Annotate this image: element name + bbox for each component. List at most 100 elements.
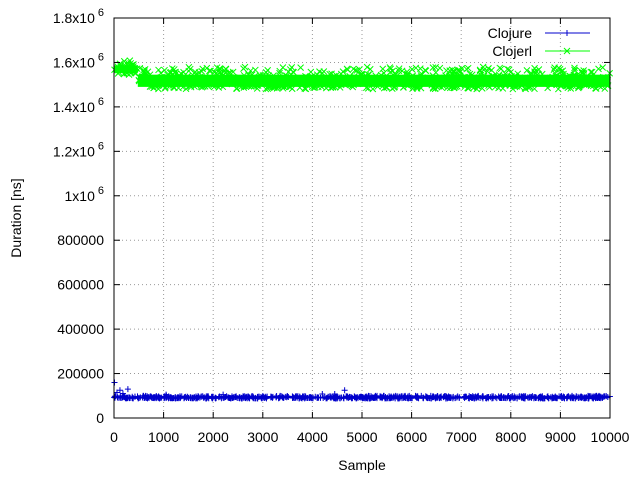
data-point (585, 392, 592, 399)
data-point (488, 72, 496, 80)
data-point (599, 73, 607, 81)
data-point (544, 84, 552, 92)
data-point (523, 75, 531, 83)
y-tick-label-base: 1x10 (65, 188, 96, 204)
x-tick-label: 7000 (446, 429, 477, 445)
data-point-outlier (116, 387, 123, 394)
legend-marker (563, 47, 571, 55)
data-point (511, 74, 519, 82)
data-point (142, 73, 150, 81)
data-point (514, 76, 522, 84)
data-point (399, 395, 406, 402)
data-point (273, 394, 280, 401)
grid-lines (114, 18, 610, 418)
data-point (466, 393, 473, 400)
data-point (395, 80, 403, 88)
y-tick-label-exponent: 6 (98, 51, 104, 63)
data-point (495, 393, 502, 400)
data-point (506, 395, 513, 402)
data-point (111, 394, 118, 401)
data-point (597, 83, 605, 91)
data-point (509, 82, 517, 90)
data-point (493, 79, 501, 87)
data-point (239, 75, 247, 83)
data-point (462, 74, 470, 82)
data-point (552, 394, 559, 401)
data-point (480, 66, 488, 74)
data-point (203, 395, 210, 402)
data-point (316, 76, 324, 84)
data-point (172, 68, 179, 76)
data-point (432, 75, 440, 82)
data-point (265, 72, 273, 79)
data-point (120, 61, 128, 69)
data-point (302, 85, 310, 93)
data-point (504, 65, 511, 73)
data-point-outlier (124, 386, 131, 393)
data-point (560, 70, 567, 78)
data-point (520, 394, 527, 401)
data-point (379, 75, 387, 83)
legend-marker (564, 30, 570, 36)
data-point (310, 84, 317, 92)
data-point (131, 69, 139, 77)
data-point (387, 73, 394, 81)
data-point (501, 394, 508, 401)
plot-data (111, 57, 614, 402)
data-point (344, 79, 351, 87)
x-tick-label: 9000 (545, 429, 576, 445)
data-point (432, 394, 439, 401)
data-point (553, 395, 560, 402)
data-point (470, 73, 478, 81)
data-point (538, 70, 546, 78)
data-point (198, 393, 205, 400)
data-point (248, 83, 255, 90)
data-point (477, 71, 485, 79)
data-point (178, 76, 185, 83)
data-point (564, 393, 571, 400)
data-point (241, 63, 249, 71)
data-point (310, 76, 317, 84)
data-point (580, 67, 587, 74)
data-point (179, 83, 187, 91)
data-point (216, 80, 224, 88)
data-point (250, 82, 258, 90)
data-point (450, 68, 458, 75)
data-point (387, 75, 395, 83)
data-point (297, 64, 304, 71)
data-point (262, 85, 270, 93)
data-point (595, 65, 602, 73)
series-clojure (111, 379, 613, 402)
data-point (161, 66, 168, 74)
data-point (474, 82, 481, 90)
y-tick-label-exponent: 6 (98, 185, 104, 197)
data-point (531, 68, 538, 76)
data-point (498, 81, 505, 88)
data-point (300, 394, 307, 401)
data-point (509, 394, 516, 401)
data-point (157, 74, 165, 81)
data-point (126, 57, 134, 64)
data-point (438, 84, 446, 91)
data-point (527, 69, 535, 77)
data-point (190, 395, 197, 402)
data-point (187, 83, 195, 91)
data-point (514, 70, 522, 78)
data-point (210, 76, 218, 84)
data-point (233, 84, 241, 92)
data-point (589, 71, 597, 79)
data-point (421, 66, 429, 74)
y-tick-label-exponent: 6 (98, 7, 104, 19)
y-tick-label-exponent: 6 (98, 96, 104, 108)
y-tick-label: 400000 (57, 321, 104, 337)
data-point (136, 64, 144, 72)
data-point (267, 393, 274, 400)
y-tick-label-base: 1.4x10 (53, 99, 95, 115)
data-point (393, 74, 401, 82)
data-point (307, 68, 315, 76)
data-point (536, 77, 544, 84)
data-point (284, 81, 292, 89)
data-point (448, 394, 455, 401)
data-point (556, 65, 564, 73)
y-tick-label-base: 1.6x10 (53, 54, 95, 70)
